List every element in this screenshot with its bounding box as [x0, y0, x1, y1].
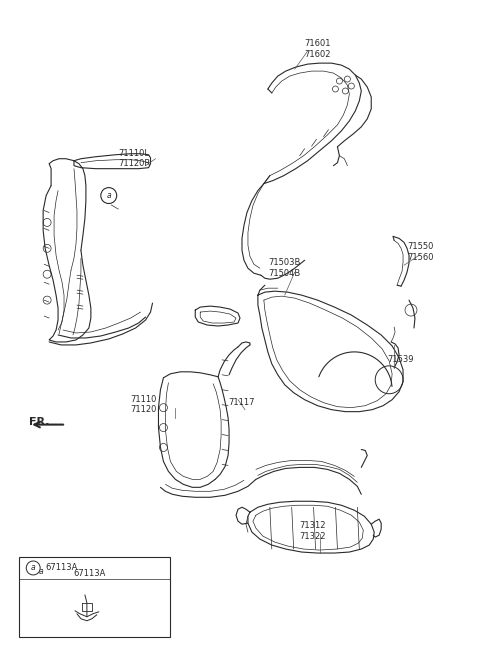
FancyBboxPatch shape — [19, 557, 170, 637]
Text: 71110L
71120R: 71110L 71120R — [119, 149, 151, 168]
Text: 71312
71322: 71312 71322 — [300, 521, 326, 541]
Text: 67113A: 67113A — [45, 564, 77, 573]
Text: a: a — [31, 564, 36, 573]
Text: 67113A: 67113A — [73, 569, 105, 578]
Text: 71601
71602: 71601 71602 — [305, 39, 331, 58]
Text: 71539: 71539 — [387, 355, 414, 364]
Text: a: a — [107, 191, 111, 200]
Text: a: a — [39, 567, 44, 577]
Text: 71110
71120: 71110 71120 — [131, 395, 157, 414]
Text: 71550
71560: 71550 71560 — [407, 242, 433, 262]
Text: FR.: FR. — [29, 417, 50, 426]
Text: 71117: 71117 — [228, 398, 254, 407]
Text: 71503B
71504B: 71503B 71504B — [268, 258, 300, 277]
